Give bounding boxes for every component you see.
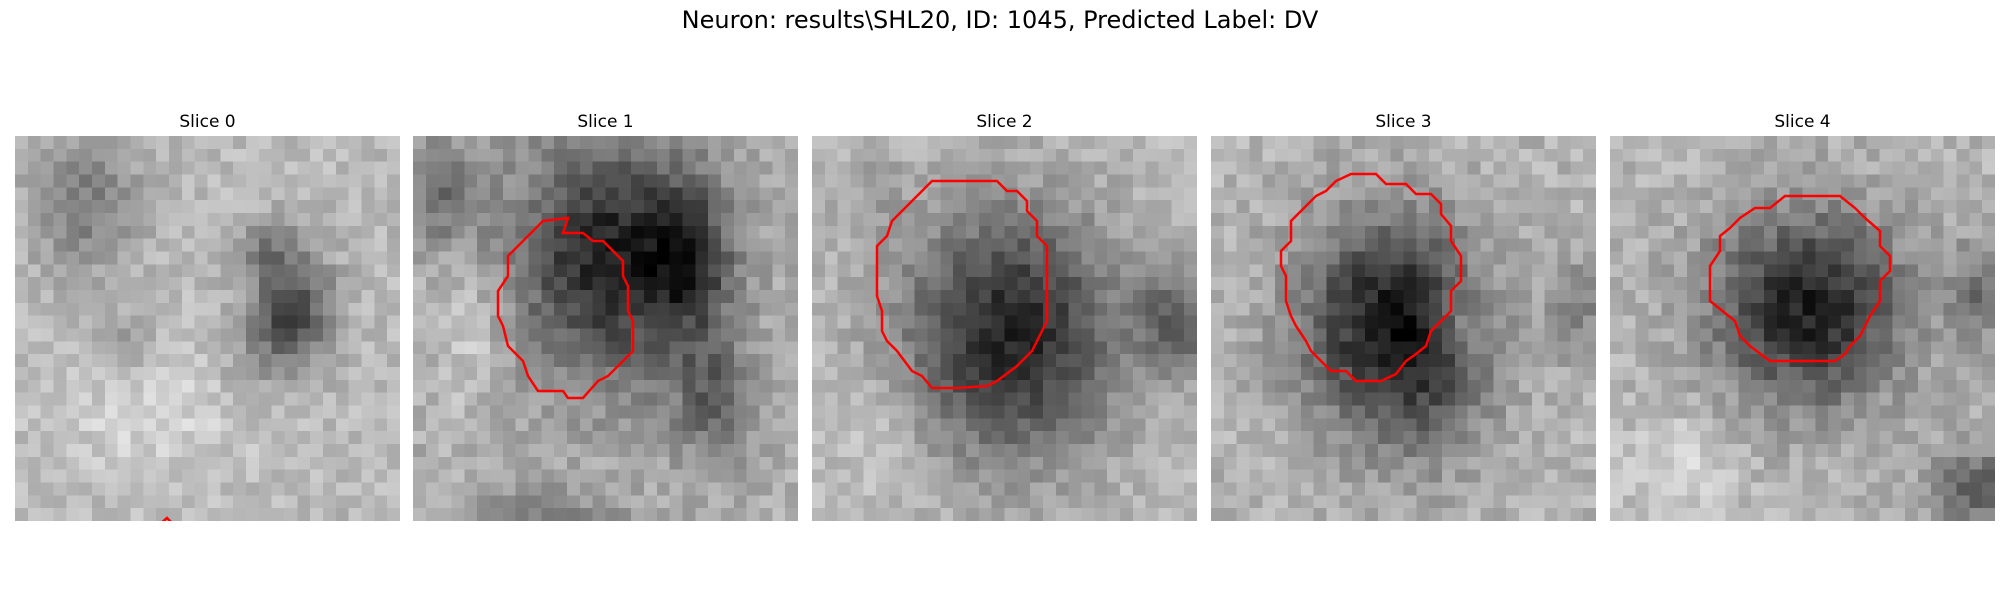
slice-image [1610,136,1995,521]
slice-panel: Slice 3 [1211,110,1596,521]
contour-overlay [161,516,172,521]
slice-title: Slice 0 [179,112,236,132]
contour-overlay [875,179,1049,390]
slice-panel: Slice 4 [1610,110,1995,521]
slice-image [1211,136,1596,521]
segmentation-contour [1708,194,1892,363]
slice-image [15,136,400,521]
slice-grayscale [812,136,1197,521]
contour-overlay [496,216,635,400]
contour-overlay [1708,194,1892,363]
slice-panel: Slice 2 [812,110,1197,521]
segmentation-contour [1279,172,1463,383]
contour-overlay [1279,172,1463,383]
slice-title: Slice 1 [577,112,634,132]
slice-panel: Slice 0 [15,110,400,521]
slice-grayscale [1610,136,1995,521]
slice-title: Slice 2 [976,112,1033,132]
slice-title: Slice 3 [1375,112,1432,132]
figure-title: Neuron: results\SHL20, ID: 1045, Predict… [681,6,1319,34]
slice-image [812,136,1197,521]
segmentation-contour [161,516,172,521]
segmentation-contour [875,179,1049,390]
slice-title: Slice 4 [1774,112,1831,132]
slice-grayscale [413,136,798,521]
segmentation-contour [496,216,635,400]
slice-image [413,136,798,521]
slice-grayscale [1211,136,1596,521]
slice-grayscale [15,136,400,521]
slice-panel: Slice 1 [413,110,798,521]
